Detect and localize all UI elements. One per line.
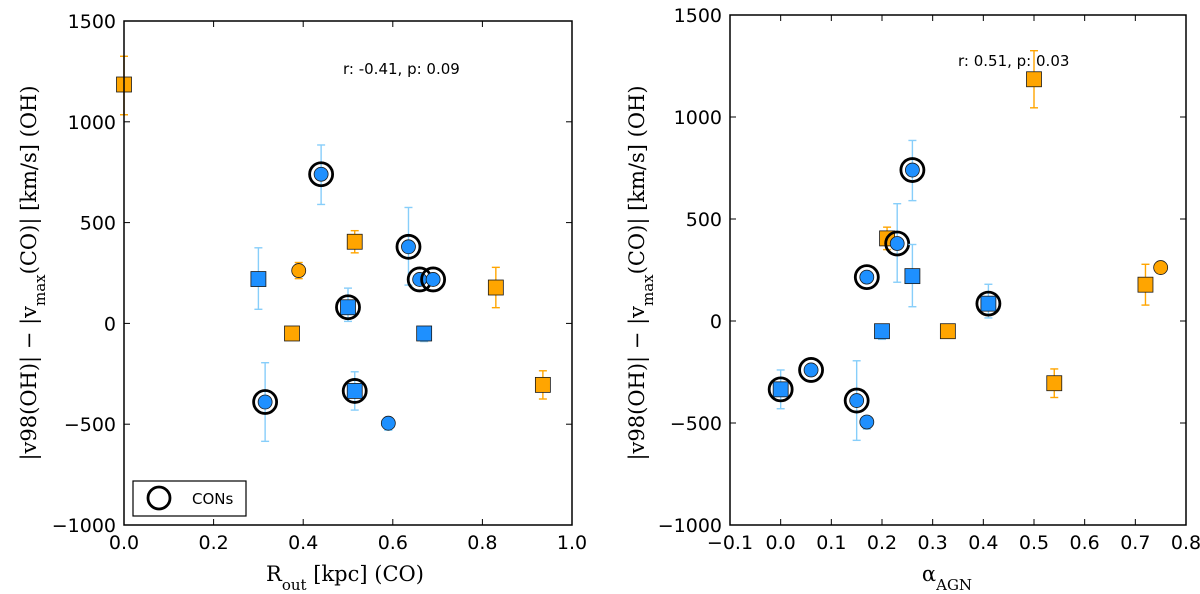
- right-x-tick-label: −0.1: [707, 532, 753, 554]
- left-data-point-circle: [425, 272, 441, 287]
- right-panel: |v98(OH)| − |vmax(CO)| [km/s] (OH) αAGN …: [625, 5, 1200, 594]
- right-x-tick-label: 0.1: [816, 532, 846, 554]
- right-data-point-circle: [849, 393, 865, 408]
- left-x-tick-label: 0.6: [378, 532, 408, 554]
- left-x-tick-label: 0.4: [288, 532, 318, 554]
- right-x-tick-label: 0.0: [766, 532, 796, 554]
- left-x-tick-label: 0.2: [198, 532, 228, 554]
- right-con-ring: [975, 290, 1002, 317]
- right-data-point-square: [904, 268, 921, 285]
- left-x-tick-label: 0.0: [109, 532, 139, 554]
- right-data-point-square: [980, 295, 997, 312]
- right-con-ring: [843, 387, 870, 414]
- right-x-tick-label: 0.7: [1120, 532, 1150, 554]
- right-x-tick-label: 0.3: [918, 532, 948, 554]
- left-y-tick-label: 1500: [68, 11, 116, 33]
- right-data-point-circle: [859, 269, 875, 285]
- left-data-point-square: [346, 233, 363, 250]
- left-x-tick-label: 1.0: [557, 532, 587, 554]
- left-y-axis-label: |v98(OH)| − |vmax(CO)| [km/s] (OH): [17, 85, 49, 460]
- left-data-point-circle: [291, 263, 307, 278]
- left-data-point-square: [416, 325, 433, 342]
- left-data-point-square: [487, 279, 504, 296]
- right-data-point-circle: [1153, 260, 1169, 275]
- right-data-marks: [767, 50, 1169, 442]
- right-x-tick-label: 0.2: [867, 532, 897, 554]
- left-plot-frame: [123, 20, 573, 526]
- right-data-point-circle: [905, 162, 920, 178]
- right-con-ring: [853, 264, 880, 291]
- left-data-point-circle: [313, 166, 329, 182]
- right-y-tick-label: 1500: [674, 5, 722, 27]
- left-y-tick-label: −500: [64, 414, 116, 436]
- left-panel: |v98(OH)| − |vmax(CO)| [km/s] (OH) Rout …: [17, 11, 587, 594]
- left-con-ring: [341, 378, 368, 404]
- right-x-axis-label: αAGN: [922, 562, 972, 594]
- left-data-point-square: [284, 325, 300, 342]
- right-data-point-circle: [803, 362, 819, 378]
- right-x-tick-label: 0.5: [1019, 532, 1049, 554]
- left-ticks: 0.0 0.2 0.4 0.6 0.8 1.0 −1000 −500 0 500 1000 1500: [52, 11, 587, 554]
- left-data-marks: [116, 55, 551, 443]
- left-data-point-square: [250, 271, 267, 287]
- left-data-point-circle: [412, 272, 428, 287]
- right-y-tick-label: −1000: [658, 515, 722, 537]
- right-x-tick-label: 0.8: [1171, 532, 1200, 554]
- right-data-point-square: [1046, 375, 1063, 392]
- legend-box: [132, 480, 247, 517]
- right-y-tick-label: 500: [686, 209, 722, 231]
- right-correlation-annotation: r: 0.51, p: 0.03: [958, 52, 1069, 70]
- left-data-point-square: [346, 383, 363, 399]
- left-x-tick-label: 0.8: [467, 532, 497, 554]
- right-x-tick-label: 0.4: [968, 532, 998, 554]
- right-data-point-square: [939, 323, 956, 340]
- right-con-ring: [899, 157, 926, 183]
- right-axis-labels: |v98(OH)| − |vmax(CO)| [km/s] (OH) αAGN: [625, 85, 972, 594]
- right-y-tick-label: −500: [670, 413, 722, 435]
- right-data-point-square: [1026, 71, 1042, 88]
- legend-con-label: CONs: [192, 490, 234, 508]
- left-con-ring: [395, 233, 422, 260]
- right-ticks: −0.1 0.0 0.1 0.2 0.3 0.4 0.5 0.6 0.7 0.8 −1000 −500…: [658, 5, 1200, 554]
- right-con-ring: [884, 230, 911, 257]
- right-y-axis-label: |v98(OH)| − |vmax(CO)| [km/s] (OH): [625, 85, 657, 460]
- right-data-point-square: [1137, 276, 1154, 293]
- left-y-tick-label: 0: [104, 313, 116, 335]
- legend-con-ring: [146, 485, 172, 511]
- left-con-ring: [420, 266, 447, 293]
- right-data-point-square: [874, 323, 890, 340]
- left-data-point-circle: [380, 415, 396, 431]
- left-axis-labels: |v98(OH)| − |vmax(CO)| [km/s] (OH) Rout …: [17, 85, 424, 594]
- right-con-ring: [798, 357, 824, 383]
- left-y-tick-label: −1000: [52, 515, 116, 537]
- right-data-point-square: [772, 381, 789, 398]
- right-y-tick-label: 0: [710, 311, 722, 333]
- legend: CONs: [132, 480, 247, 517]
- right-data-point-circle: [889, 236, 905, 251]
- left-y-tick-label: 500: [80, 213, 116, 235]
- right-x-tick-label: 0.6: [1070, 532, 1100, 554]
- left-data-point-square: [340, 299, 356, 316]
- right-data-point-circle: [859, 414, 875, 430]
- left-correlation-annotation: r: -0.41, p: 0.09: [343, 60, 460, 78]
- left-con-ring: [335, 294, 361, 321]
- right-y-tick-label: 1000: [674, 107, 722, 129]
- left-data-point-square: [534, 376, 551, 393]
- right-con-ring: [767, 376, 794, 403]
- left-data-point-circle: [401, 239, 416, 255]
- left-con-ring: [252, 389, 279, 415]
- left-con-ring: [308, 161, 335, 188]
- left-data-point-circle: [257, 394, 273, 410]
- left-x-axis-label: Rout [kpc] (CO): [266, 562, 424, 594]
- left-y-tick-label: 1000: [68, 112, 116, 134]
- right-plot-frame: [729, 14, 1187, 526]
